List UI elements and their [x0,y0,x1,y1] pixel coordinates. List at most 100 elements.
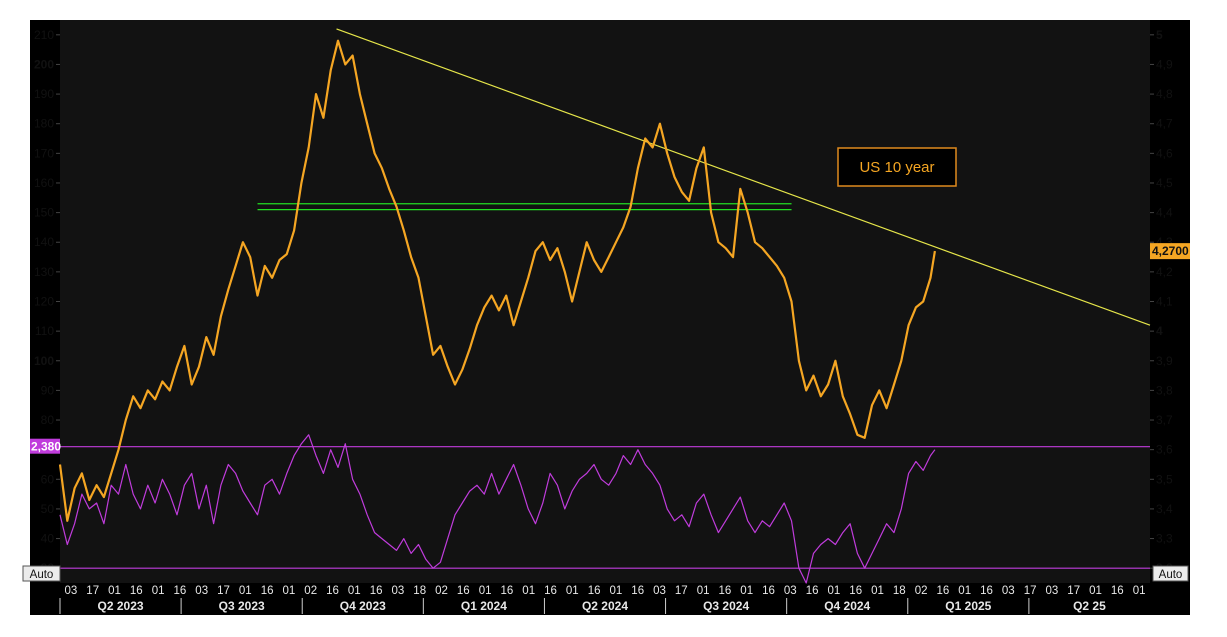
left-tick-label: 120 [34,295,54,309]
x-day-tick-label: 17 [1024,585,1037,597]
right-tick-label: 5 [1156,28,1163,42]
x-day-tick-label: 18 [413,585,426,597]
x-day-tick-label: 17 [1067,585,1080,597]
right-tick-label: 4,6 [1156,146,1173,160]
x-day-tick-label: 01 [958,585,971,597]
left-auto-box[interactable] [22,565,61,582]
right-auto-label[interactable]: Auto [1159,569,1183,581]
left-marker-label: 2,380 [31,440,61,454]
right-auto-button[interactable]: Auto [1152,565,1189,582]
right-tick-label: 4,2 [1156,265,1173,279]
x-axis: 03 17 01 16 01 16 03 17 01 16 01 02 16 01 16 03 18 02 16 01… [59,585,1146,614]
right-tick-label: 3,6 [1156,443,1173,457]
x-day-tick-label: 01 [566,585,579,597]
x-day-tick-label: 01 [871,585,884,597]
left-tick-label: 110 [35,324,54,338]
left-tick-label: 50 [41,502,55,516]
x-day-tick-label: 03 [195,585,208,597]
x-day-tick-label: 16 [980,585,993,597]
x-day-tick-label: 03 [392,585,405,597]
x-day-tick-label: 02 [304,585,317,597]
x-quarter-label: Q3 2024 [703,599,749,613]
x-day-tick-label: 03 [65,585,78,597]
x-day-tick-label: 17 [675,585,688,597]
x-day-tick-label: 16 [174,585,187,597]
x-day-tick-label: 01 [479,585,492,597]
x-day-tick-label: 16 [1111,585,1124,597]
last-value-badge [1150,243,1190,260]
left-tick-label: 100 [34,354,54,368]
annotation-box [837,147,957,187]
x-day-tick-label: 16 [130,585,143,597]
left-tick-label: 60 [41,472,55,486]
x-day-tick-label: 03 [1002,585,1015,597]
x-day-tick-label: 16 [261,585,274,597]
left-tick-label: 130 [34,265,54,279]
x-day-tick-label: 01 [522,585,535,597]
left-tick-label: 40 [41,532,55,546]
left-axis: 3040506070809010011012013014015016017018… [30,28,61,575]
x-quarter-label: Q1 2025 [945,599,991,613]
x-quarter-label: Q2 2024 [582,599,628,613]
right-tick-label: 3,4 [1156,502,1173,516]
x-day-tick-label: 01 [1133,585,1146,597]
annotation-group: US 10 year [837,147,957,187]
x-quarter-label: Q3 2023 [219,599,265,613]
x-day-tick-label: 16 [937,585,950,597]
x-day-tick-label: 03 [653,585,666,597]
left-tick-label: 190 [34,87,54,101]
x-day-tick-label: 01 [740,585,753,597]
x-day-tick-label: 16 [806,585,819,597]
right-tick-label: 4,7 [1156,117,1173,131]
x-day-tick-label: 16 [588,585,601,597]
left-auto-button[interactable]: Auto [22,565,61,582]
series-line-us-10-year [58,39,936,522]
left-marker-badge [30,438,60,454]
x-quarter-label: Q1 2024 [461,599,507,613]
right-tick-label: 3,5 [1156,472,1173,486]
reference-lines [60,28,1151,569]
left-tick-label: 150 [34,206,54,220]
x-day-tick-label: 01 [697,585,710,597]
x-day-tick-label: 16 [326,585,339,597]
right-tick-label: 3,8 [1156,383,1173,397]
x-day-tick-label: 03 [784,585,797,597]
x-quarter-label: Q4 2024 [824,599,870,613]
yellow-trendline [336,28,1151,326]
x-day-tick-label: 16 [501,585,514,597]
x-day-tick-label: 01 [108,585,121,597]
x-day-tick-label: 01 [610,585,623,597]
x-day-tick-label: 02 [915,585,928,597]
left-tick-label: 160 [34,176,54,190]
right-tick-label: 3,9 [1156,354,1173,368]
left-auto-label[interactable]: Auto [30,569,54,581]
right-tick-label: 4,4 [1156,206,1173,220]
x-day-tick-label: 01 [348,585,361,597]
x-day-tick-label: 16 [370,585,383,597]
x-day-tick-label: 16 [762,585,775,597]
x-day-tick-label: 01 [828,585,841,597]
left-tick-label: 90 [41,383,55,397]
right-tick-label: 4,1 [1156,295,1173,309]
plot-area [60,20,1150,583]
right-tick-label: 4,9 [1156,57,1173,71]
x-day-tick-label: 16 [457,585,470,597]
left-tick-label: 200 [34,57,54,71]
last-value-label: 4,2700 [1152,244,1189,258]
x-day-tick-label: 01 [152,585,165,597]
x-day-tick-label: 01 [239,585,252,597]
left-tick-label: 210 [34,28,54,42]
right-auto-box[interactable] [1152,565,1189,582]
left-tick-label: 80 [41,413,55,427]
left-tick-label: 140 [34,235,54,249]
x-quarter-label: Q2 25 [1073,599,1106,613]
x-day-tick-label: 02 [435,585,448,597]
left-tick-label: 170 [34,146,54,160]
x-day-tick-label: 18 [893,585,906,597]
x-day-tick-label: 01 [283,585,296,597]
x-day-tick-label: 16 [849,585,862,597]
x-quarter-label: Q4 2023 [340,599,386,613]
x-quarter-label: Q2 2023 [98,599,144,613]
